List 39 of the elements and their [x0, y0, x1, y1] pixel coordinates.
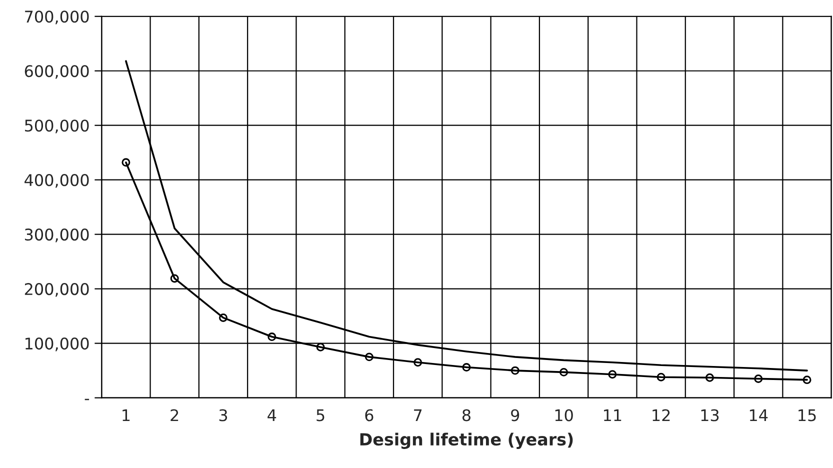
- y-tick-label: 500,000: [25, 120, 89, 134]
- y-tick-label: -: [84, 398, 90, 400]
- point: [462, 363, 471, 372]
- point: [364, 352, 374, 362]
- x-tick-label: 9: [511, 409, 520, 422]
- x-tick-label: 6: [365, 409, 374, 422]
- x-tick-label: 13: [701, 409, 719, 422]
- point: [316, 342, 325, 352]
- point: [414, 358, 422, 367]
- x-tick-label: 8: [462, 409, 470, 422]
- point: [170, 274, 179, 283]
- x-tick-label: 15: [798, 409, 816, 422]
- x-tick-label: 2: [170, 409, 178, 422]
- y-tick-label: 100,000: [26, 338, 89, 352]
- point: [510, 366, 520, 375]
- point: [656, 372, 666, 382]
- point: [705, 373, 714, 382]
- x-tick-label: 3: [219, 409, 228, 422]
- point: [802, 376, 812, 384]
- x-tick-label: 4: [268, 409, 276, 422]
- point: [608, 370, 617, 379]
- x-tick-label: 11: [604, 409, 622, 422]
- x-tick-label: 12: [652, 409, 670, 422]
- y-tick-label: 200,000: [24, 283, 89, 297]
- point: [268, 332, 276, 342]
- y-tick-label: 400,000: [24, 174, 89, 188]
- point: [219, 313, 228, 322]
- x-tick-label: 5: [316, 409, 324, 422]
- x-axis-title: Design lifetime (years): [360, 432, 573, 449]
- x-tick-label: 7: [414, 409, 422, 422]
- point: [754, 374, 763, 383]
- y-tick-label: 600,000: [24, 65, 89, 79]
- x-tick-label: 10: [555, 409, 573, 422]
- y-tick-label: 700,000: [25, 10, 89, 24]
- x-tick-label: 14: [750, 409, 768, 422]
- y-tick-label: 300,000: [24, 228, 89, 242]
- point: [122, 158, 130, 167]
- x-tick-label: 1: [122, 409, 130, 422]
- point: [560, 368, 568, 376]
